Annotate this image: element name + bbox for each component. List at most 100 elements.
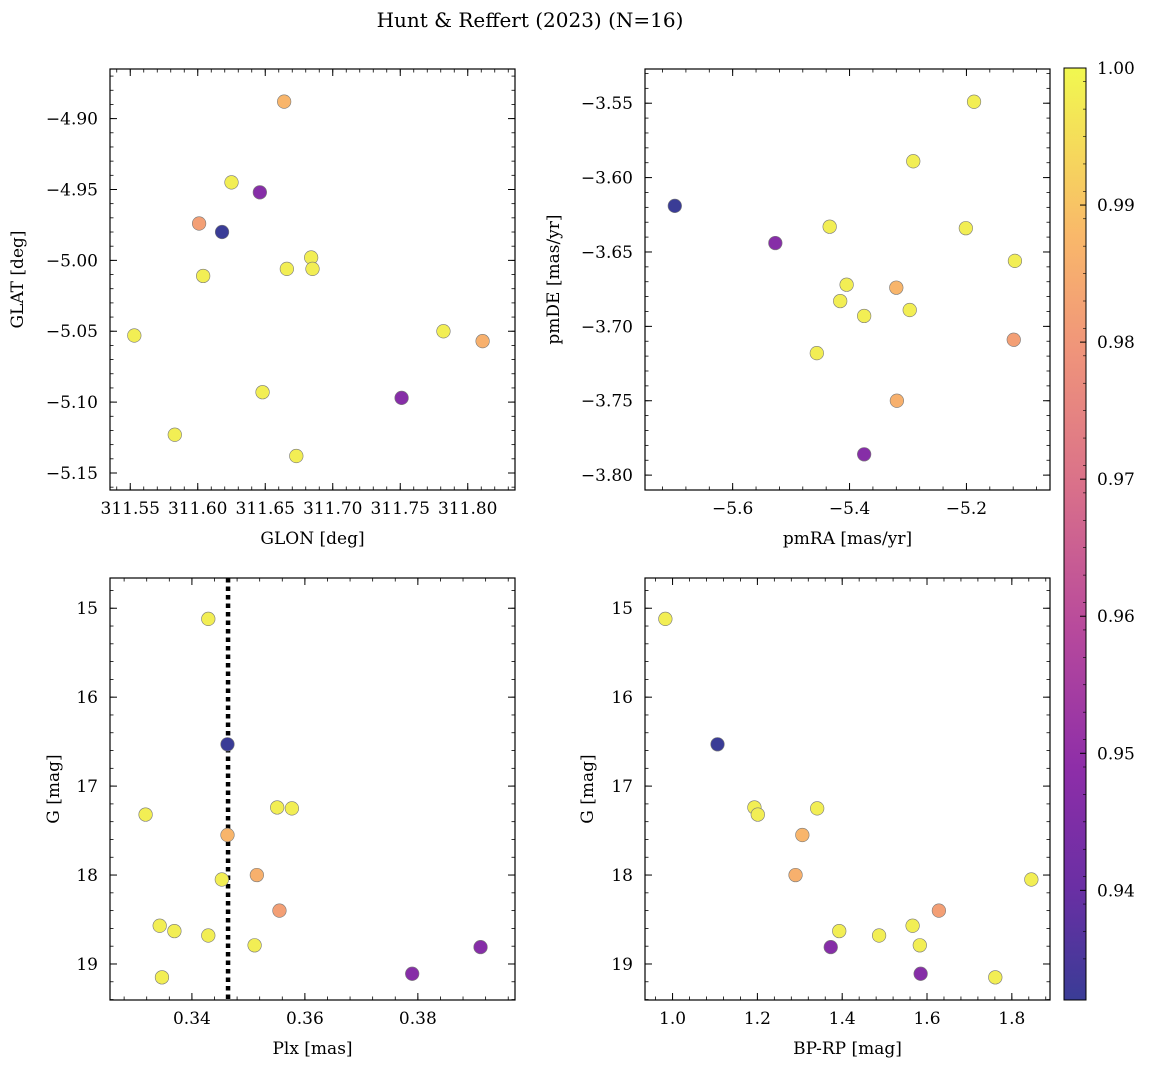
y-tick-label: −5.10 <box>46 393 98 413</box>
y-tick-label: 17 <box>611 777 633 797</box>
data-point <box>277 94 292 109</box>
x-tick-label: 1.6 <box>913 1009 940 1029</box>
x-tick-label: 1.0 <box>659 1009 686 1029</box>
axes-frame <box>109 577 516 1001</box>
data-point <box>658 611 673 627</box>
data-point <box>871 928 887 943</box>
y-tick-label: −4.90 <box>46 110 98 130</box>
data-point <box>272 903 287 918</box>
data-point <box>394 390 409 405</box>
y-tick-label: 15 <box>76 599 98 619</box>
data-point <box>810 801 825 816</box>
data-point <box>201 928 216 943</box>
data-point <box>889 280 904 295</box>
data-point <box>966 94 982 109</box>
y-axis-label: G [mag] <box>578 754 598 823</box>
data-point <box>822 219 837 234</box>
data-point <box>214 224 230 240</box>
colorbar-tick-label: 0.94 <box>1097 881 1135 901</box>
data-point <box>832 923 847 939</box>
y-tick-label: 17 <box>76 777 98 797</box>
panel-plx-g: 0.34 0.36 0.38 15 16 17 18 19 Plx [mas] G [mag] <box>44 577 516 1059</box>
data-point <box>270 800 285 815</box>
x-tick-label: 311.75 <box>371 499 430 519</box>
data-point <box>1007 253 1023 269</box>
data-point <box>906 154 921 169</box>
y-tick-label: 16 <box>76 688 98 708</box>
data-point <box>788 867 803 883</box>
y-tick-label: −3.65 <box>581 243 633 263</box>
colorbar-tick-label: 0.95 <box>1097 744 1135 764</box>
y-tick-label: −3.60 <box>581 169 633 189</box>
x-tick-label: 1.2 <box>744 1009 771 1029</box>
data-point <box>473 939 488 955</box>
data-point <box>214 872 229 887</box>
data-point <box>857 447 872 462</box>
axes-frame <box>109 68 516 491</box>
x-tick-label: −5.4 <box>829 499 870 519</box>
y-axis-label: G [mag] <box>44 754 64 823</box>
y-tick-label: 19 <box>611 955 633 975</box>
y-tick-label: −5.00 <box>46 251 98 271</box>
data-point <box>154 970 170 985</box>
data-point <box>809 346 824 361</box>
data-point <box>913 966 928 981</box>
panel-pmra-pmde: −5.6 −5.4 −5.2 −3.55 −3.60 −3.65 −3.70 −3.75 −3.… <box>544 68 1051 549</box>
x-axis-label: Plx [mas] <box>272 1039 352 1059</box>
y-tick-label: −5.15 <box>46 464 98 484</box>
data-point <box>988 970 1003 985</box>
y-tick-label: −3.75 <box>581 392 633 412</box>
data-point <box>249 867 264 883</box>
data-point <box>252 185 267 200</box>
x-tick-label: −5.2 <box>946 499 987 519</box>
data-point <box>931 903 946 918</box>
x-tick-label: 311.65 <box>236 499 295 519</box>
data-point <box>224 175 239 190</box>
data-point <box>167 427 182 442</box>
panel-bprp-g: 1.0 1.2 1.4 1.6 1.8 15 16 17 18 19 BP-RP [mag] G [m… <box>578 577 1051 1059</box>
x-tick-label: 311.80 <box>438 499 497 519</box>
data-point <box>905 918 920 933</box>
panel-glon-glat: 311.55 311.60 311.65 311.70 311.75 311.80 −4.9… <box>8 68 516 549</box>
x-tick-label: 311.70 <box>303 499 362 519</box>
data-point <box>167 923 182 939</box>
y-tick-label: 18 <box>76 866 98 886</box>
data-point <box>795 827 810 843</box>
data-point <box>405 966 420 981</box>
x-tick-label: 311.55 <box>101 499 160 519</box>
colorbar-tick-label: 0.99 <box>1097 196 1135 216</box>
data-point <box>750 807 765 822</box>
axes-frame <box>644 68 1051 491</box>
x-tick-label: −5.6 <box>712 499 753 519</box>
data-point <box>220 827 235 843</box>
y-axis-label: pmDE [mas/yr] <box>544 214 564 344</box>
colorbar-gradient <box>1063 67 1087 1001</box>
x-tick-label: 1.8 <box>998 1009 1025 1029</box>
y-tick-label: 15 <box>611 599 633 619</box>
data-point <box>436 324 451 339</box>
y-axis-label: GLAT [deg] <box>8 230 28 328</box>
x-tick-label: 0.38 <box>399 1009 437 1029</box>
y-tick-label: 19 <box>76 955 98 975</box>
x-axis-label: GLON [deg] <box>260 529 364 549</box>
x-tick-label: 311.60 <box>168 499 227 519</box>
data-point <box>201 611 216 627</box>
data-point <box>1006 332 1021 347</box>
data-point <box>667 198 682 213</box>
data-point <box>138 807 153 822</box>
data-point <box>279 261 294 276</box>
data-point <box>152 918 167 933</box>
y-tick-label: 18 <box>611 866 633 886</box>
data-point <box>839 277 854 292</box>
data-point <box>958 221 973 236</box>
colorbar-tick-label: 0.98 <box>1097 333 1135 353</box>
data-point <box>220 737 235 752</box>
data-point <box>289 448 304 464</box>
y-tick-label: 16 <box>611 688 633 708</box>
y-tick-label: −3.70 <box>581 317 633 337</box>
data-point <box>768 235 783 251</box>
x-tick-label: 0.34 <box>173 1009 211 1029</box>
data-point <box>912 938 927 953</box>
x-axis-label: BP-RP [mag] <box>793 1039 902 1059</box>
data-point <box>857 308 872 324</box>
